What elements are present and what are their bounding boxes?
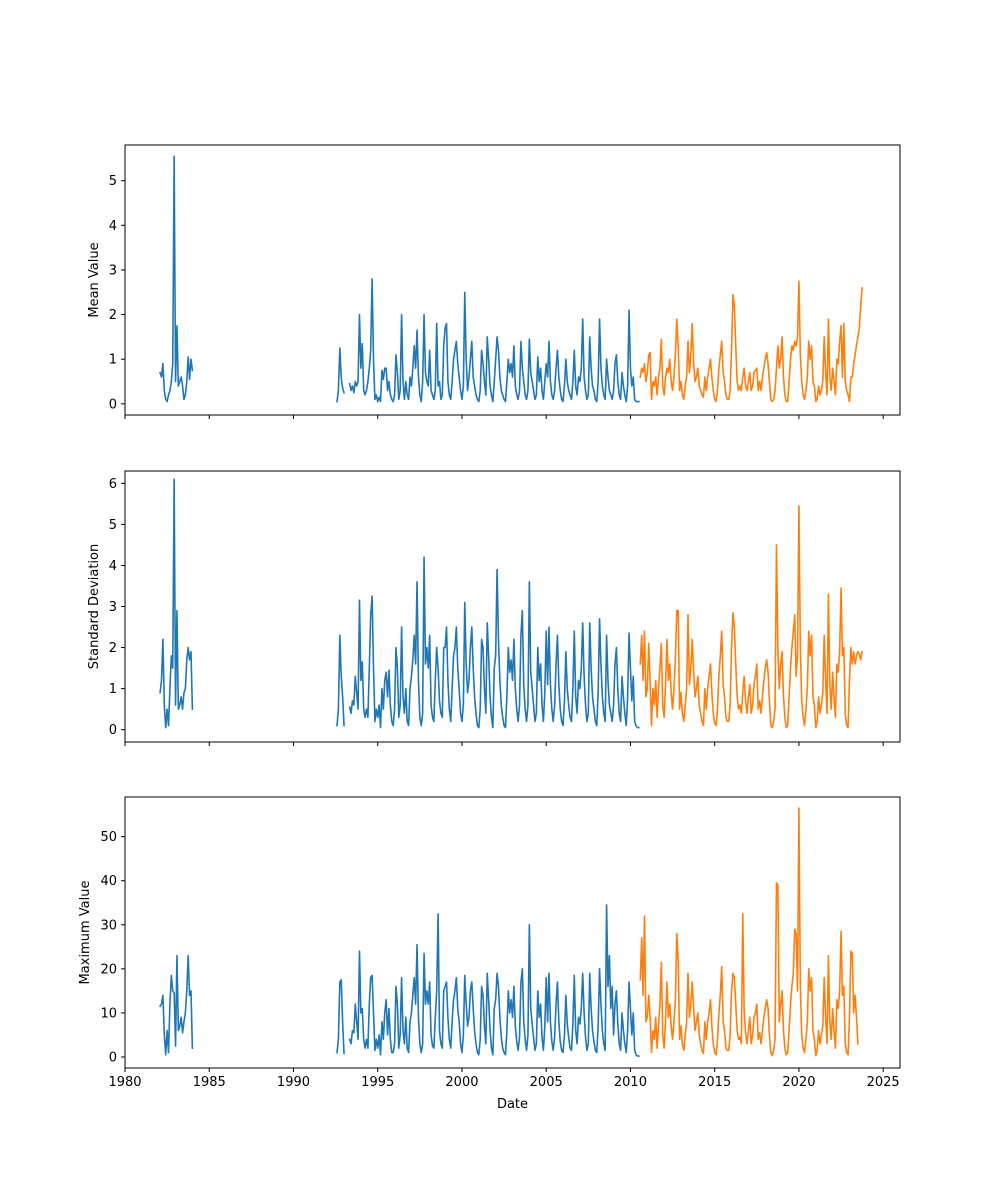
series-2-line-segment-1 — [639, 505, 864, 729]
series-1-line-segment-1 — [159, 155, 194, 403]
y-tick-label: 5 — [109, 174, 117, 189]
axes-frame — [124, 796, 901, 1069]
series-1-line-segment-3 — [348, 556, 640, 729]
y-tick-label: 10 — [100, 1006, 117, 1021]
y-axis-label: Maximum Value — [78, 881, 93, 985]
panel-1: 0 1 2 3 4 5 Mean Value — [87, 144, 901, 419]
panels: 0 1 2 3 4 5 Mean Value 0 1 2 3 4 5 6 Standard Deviatio… — [78, 144, 901, 1112]
y-tick-label: 2 — [109, 641, 117, 656]
y-tick-label: 0 — [109, 397, 117, 412]
x-tick-label: 2025 — [867, 1075, 900, 1090]
series-1-line-segment-2 — [336, 979, 345, 1055]
y-tick-label: 50 — [100, 830, 117, 845]
panel-3: 0 10 20 30 40 50 1980 1985 1990 1995 2000 2005 2010 2… — [78, 796, 901, 1112]
series-1-line-segment-3 — [348, 904, 640, 1057]
series-2-line-segment-1 — [639, 280, 863, 403]
y-tick-label: 30 — [100, 918, 117, 933]
x-axis-label: Date — [497, 1097, 528, 1112]
series-2-line-segment-1 — [639, 807, 859, 1057]
y-tick-label: 0 — [109, 1050, 117, 1065]
x-tick-label: 1980 — [108, 1075, 141, 1090]
series-1-line-segment-1 — [159, 478, 194, 729]
panel-2: 0 1 2 3 4 5 6 Standard Deviation — [87, 470, 901, 746]
y-tick-label: 3 — [109, 600, 117, 615]
x-tick-label: 1985 — [193, 1075, 226, 1090]
x-tick-label: 1990 — [277, 1075, 310, 1090]
series-1-line-segment-2 — [336, 634, 345, 727]
x-tick-label: 2000 — [445, 1075, 478, 1090]
axes-frame — [124, 144, 901, 416]
x-tick-label: 2005 — [530, 1075, 563, 1090]
series-1-line-segment-1 — [158, 954, 194, 1056]
y-tick-label: 20 — [100, 962, 117, 977]
y-tick-label: 4 — [109, 219, 117, 234]
x-tick-label: 2015 — [698, 1075, 731, 1090]
series-1-line-segment-3 — [348, 278, 640, 403]
y-tick-label: 4 — [109, 559, 117, 574]
y-tick-label: 3 — [109, 263, 117, 278]
y-tick-label: 1 — [109, 353, 117, 368]
y-axis-label: Standard Deviation — [87, 544, 102, 669]
y-tick-label: 40 — [100, 874, 117, 889]
y-axis-label: Mean Value — [87, 242, 102, 317]
y-tick-label: 6 — [109, 477, 117, 492]
x-tick-label: 2020 — [782, 1075, 815, 1090]
series-1-line-segment-2 — [336, 347, 346, 403]
y-tick-label: 5 — [109, 518, 117, 533]
x-tick-label: 2010 — [614, 1075, 647, 1090]
y-tick-label: 1 — [109, 682, 117, 697]
x-tick-label: 1995 — [361, 1075, 394, 1090]
y-tick-label: 0 — [109, 723, 117, 738]
y-tick-label: 2 — [109, 308, 117, 323]
